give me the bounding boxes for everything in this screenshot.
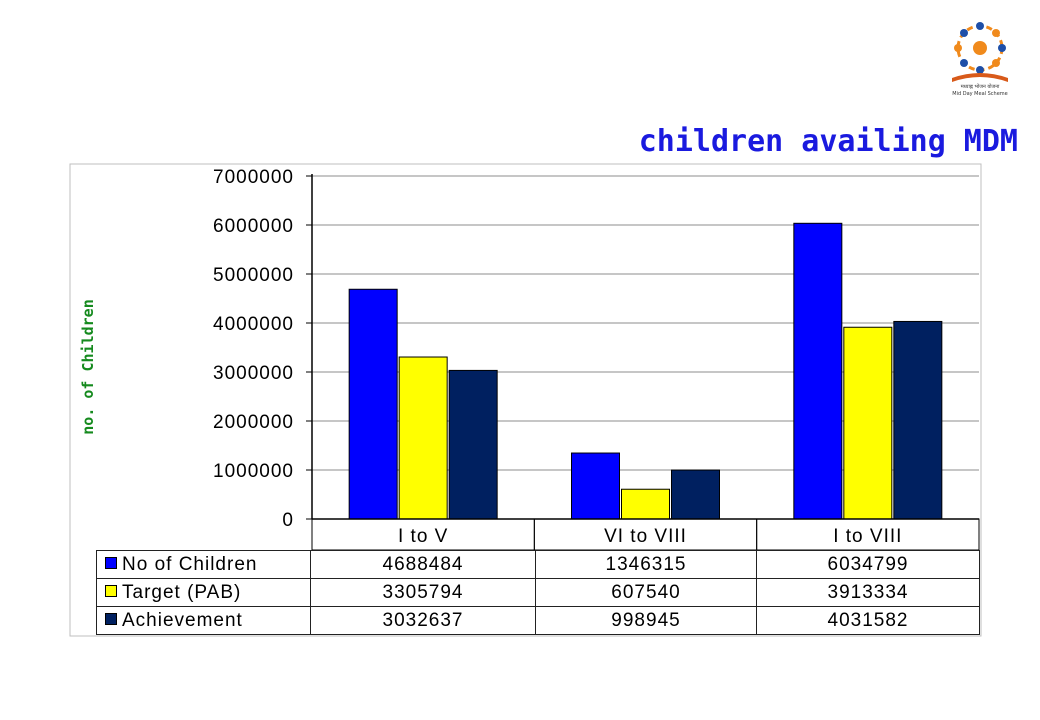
data-label: 3913334 xyxy=(756,578,980,607)
table-row: No of Children 4688484 1346315 6034799 xyxy=(96,550,980,579)
x-tick-label: I to VIII xyxy=(833,526,902,547)
y-tick-label: 2000000 xyxy=(213,412,294,433)
y-axis-title: no. of Children xyxy=(79,299,97,435)
slide-title: children availing MDM xyxy=(638,124,1018,159)
bar-no-of-children-2 xyxy=(793,222,843,520)
data-label: 1346315 xyxy=(535,550,757,579)
x-tick-label: I to V xyxy=(398,526,448,547)
logo-ring xyxy=(954,22,1006,74)
bar-achievement-1 xyxy=(671,469,720,520)
data-label: 4031582 xyxy=(756,606,980,635)
data-label: 3305794 xyxy=(310,578,536,607)
data-label: 6034799 xyxy=(756,550,980,579)
legend-swatch xyxy=(105,612,117,625)
y-tick-label: 4000000 xyxy=(213,314,294,335)
bar-achievement-2 xyxy=(893,320,943,520)
x-tick-label: VI to VIII xyxy=(604,526,687,547)
legend-swatch xyxy=(105,556,117,569)
legend-entry: Target (PAB) xyxy=(96,578,311,607)
mdm-logo xyxy=(952,22,1008,82)
y-tick-label: 7000000 xyxy=(213,167,294,188)
data-label: 998945 xyxy=(535,606,757,635)
bar-no-of-children-1 xyxy=(571,452,620,520)
logo-book xyxy=(952,73,1008,82)
legend-entry: No of Children xyxy=(96,550,311,579)
table-row: Target (PAB) 3305794 607540 3913334 xyxy=(96,578,980,607)
y-tick-label: 5000000 xyxy=(213,265,294,286)
table-row: Achievement 3032637 998945 4031582 xyxy=(96,606,980,635)
bar-target-pab-0 xyxy=(398,356,448,520)
bar-no-of-children-0 xyxy=(348,288,398,520)
legend-label: Target (PAB) xyxy=(122,581,242,603)
bar-target-pab-2 xyxy=(843,326,893,520)
data-label: 607540 xyxy=(535,578,757,607)
data-table: No of Children 4688484 1346315 6034799 Targe… xyxy=(96,550,980,635)
legend-entry: Achievement xyxy=(96,606,311,635)
y-tick-label: 0 xyxy=(282,510,294,531)
legend-label: No of Children xyxy=(122,553,258,575)
legend-swatch xyxy=(105,584,117,597)
y-tick-label: 6000000 xyxy=(213,216,294,237)
logo-text-hindi: मध्याह्न भोजन योजना xyxy=(960,84,1000,90)
y-tick-label: 3000000 xyxy=(213,363,294,384)
chart-frame xyxy=(69,163,982,637)
y-tick-label: 1000000 xyxy=(213,461,294,482)
data-label: 3032637 xyxy=(310,606,536,635)
logo-text-english: Mid Day Meal Scheme xyxy=(952,91,1008,97)
bar-target-pab-1 xyxy=(621,488,670,520)
bar-achievement-0 xyxy=(448,369,498,520)
data-label: 4688484 xyxy=(310,550,536,579)
legend-label: Achievement xyxy=(122,609,243,631)
